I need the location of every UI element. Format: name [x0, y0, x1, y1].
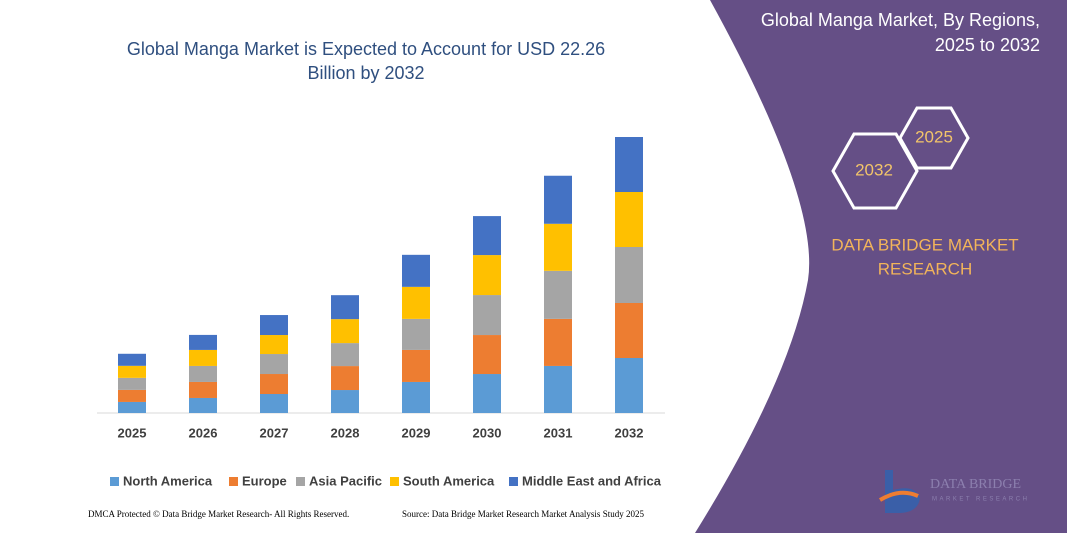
bar-segment — [544, 175, 572, 224]
bar-segment — [260, 315, 288, 336]
x-tick-label: 2030 — [473, 425, 502, 440]
logo-name: DATA BRIDGE — [930, 477, 1021, 492]
bar-segment — [189, 397, 217, 413]
bar-segment — [118, 389, 146, 402]
hexagon — [898, 106, 970, 170]
bar-segment — [402, 349, 430, 382]
bar-segment — [260, 335, 288, 355]
legend-label: Asia Pacific — [309, 473, 382, 488]
bar-segment — [402, 254, 430, 287]
bar-segment — [331, 343, 359, 367]
bar-segment — [331, 319, 359, 344]
hexagon — [831, 132, 919, 210]
hex-label: 2032 — [855, 160, 893, 179]
bar-segment — [473, 255, 501, 296]
x-tick-label: 2027 — [260, 425, 289, 440]
x-tick-label: 2026 — [189, 425, 218, 440]
bar-segment — [331, 366, 359, 391]
source: Source: Data Bridge Market Research Mark… — [402, 509, 644, 519]
side-panel — [695, 0, 1067, 533]
x-tick-label: 2029 — [402, 425, 431, 440]
bar-segment — [189, 365, 217, 382]
bar-segment — [544, 365, 572, 413]
legend-label: North America — [123, 473, 213, 488]
legend-swatch — [296, 477, 305, 486]
bar-segment — [473, 295, 501, 336]
bar-segment — [260, 354, 288, 375]
bar-segment — [615, 247, 643, 303]
bar-segment — [544, 223, 572, 271]
logo-mark — [878, 490, 919, 502]
bar-segment — [189, 334, 217, 350]
bar-segment — [615, 302, 643, 358]
legend-swatch — [390, 477, 399, 486]
hex-label: 2025 — [915, 127, 953, 146]
bar-segment — [118, 353, 146, 366]
x-tick-label: 2032 — [615, 425, 644, 440]
x-tick-label: 2028 — [331, 425, 360, 440]
bar-segment — [118, 377, 146, 390]
bar-segment — [544, 270, 572, 319]
bar-segment — [260, 374, 288, 395]
logo-tagline: MARKET RESEARCH — [932, 497, 1029, 503]
brand: RESEARCH — [878, 259, 972, 278]
chart-title: Global Manga Market is Expected to Accou… — [127, 39, 605, 59]
bar-segment — [473, 335, 501, 375]
x-tick-label: 2025 — [118, 425, 147, 440]
legend-swatch — [110, 477, 119, 486]
bar-segment — [118, 401, 146, 413]
legend-label: South America — [403, 473, 495, 488]
logo: DATA BRIDGE MARKET RESEARCH — [878, 470, 1029, 514]
bar-segment — [473, 374, 501, 413]
legend-swatch — [509, 477, 518, 486]
bar-segment — [402, 381, 430, 413]
bar-segment — [189, 381, 217, 398]
bar-segment — [615, 137, 643, 193]
legend-swatch — [229, 477, 238, 486]
bar-segment — [189, 349, 217, 366]
bar-segment — [615, 192, 643, 248]
bar-segment — [331, 295, 359, 320]
bar-segment — [615, 357, 643, 413]
bar-segment — [402, 286, 430, 319]
bar-segment — [544, 318, 572, 366]
panel-title: Global Manga Market, By Regions, — [761, 10, 1040, 30]
bar-segment — [402, 318, 430, 350]
bar-segment — [473, 216, 501, 256]
panel-title: 2025 to 2032 — [935, 35, 1040, 55]
legend-label: Middle East and Africa — [522, 473, 662, 488]
x-tick-label: 2031 — [544, 425, 573, 440]
legend-label: Europe — [242, 473, 287, 488]
copyright: DMCA Protected © Data Bridge Market Rese… — [88, 509, 349, 519]
bar-segment — [118, 365, 146, 378]
bar-segment — [260, 394, 288, 413]
brand: DATA BRIDGE MARKET — [831, 235, 1018, 254]
chart-title: Billion by 2032 — [307, 63, 424, 83]
bar-segment — [331, 390, 359, 413]
